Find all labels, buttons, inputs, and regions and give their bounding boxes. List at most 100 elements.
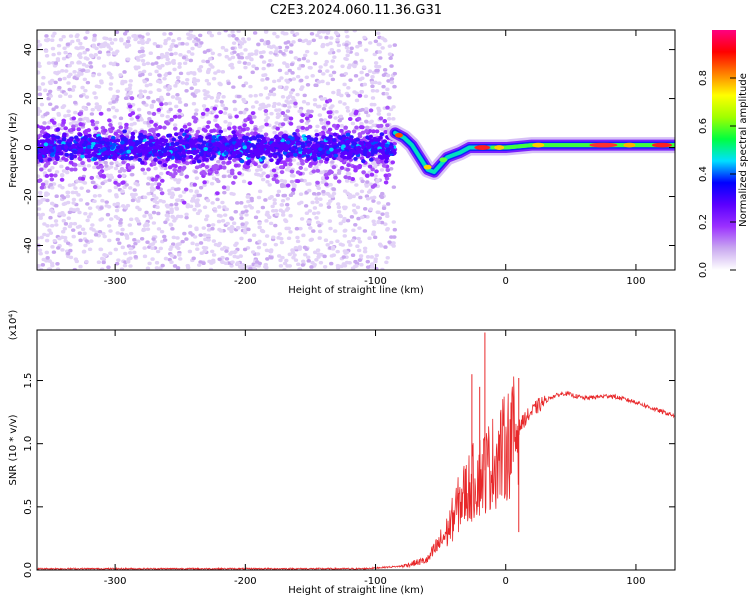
band-speckle (235, 149, 240, 154)
noise-speckle (80, 45, 85, 50)
band-speckle (91, 151, 97, 156)
noise-speckle (299, 200, 304, 205)
band-speckle (159, 137, 164, 142)
noise-speckle (54, 223, 59, 227)
noise-speckle (370, 167, 375, 172)
noise-speckle (389, 77, 395, 81)
noise-speckle (240, 222, 245, 227)
noise-speckle (178, 53, 183, 57)
noise-speckle (286, 236, 292, 241)
noise-speckle (276, 102, 282, 106)
noise-speckle (164, 51, 170, 56)
noise-speckle (255, 252, 261, 256)
noise-speckle (356, 116, 362, 121)
noise-speckle (224, 48, 229, 52)
noise-speckle (252, 115, 257, 119)
noise-speckle (237, 265, 243, 269)
snr-xtick-label: -300 (104, 576, 127, 587)
band-speckle (239, 159, 245, 164)
noise-speckle (359, 215, 365, 220)
noise-speckle (177, 108, 182, 113)
noise-speckle (66, 216, 72, 221)
noise-speckle (223, 261, 229, 266)
band-speckle (133, 146, 138, 151)
band-speckle (347, 151, 353, 156)
noise-speckle (122, 70, 127, 74)
noise-speckle (157, 73, 162, 77)
noise-speckle (265, 40, 271, 44)
band-speckle (160, 142, 166, 147)
band-speckle (144, 141, 150, 146)
noise-speckle (66, 251, 71, 256)
band-speckle (73, 135, 79, 140)
noise-speckle (66, 200, 71, 205)
noise-speckle (347, 172, 352, 176)
noise-speckle (211, 253, 217, 257)
noise-speckle (268, 51, 274, 55)
noise-speckle (206, 238, 211, 242)
band-speckle (140, 160, 145, 165)
band-speckle (98, 143, 103, 148)
noise-speckle (381, 91, 386, 96)
noise-speckle (288, 230, 293, 234)
noise-speckle (134, 66, 139, 71)
noise-speckle (49, 78, 55, 83)
noise-speckle (364, 110, 369, 115)
noise-speckle (169, 253, 175, 258)
noise-speckle (299, 178, 304, 183)
noise-speckle (73, 257, 79, 261)
noise-speckle (380, 46, 385, 50)
noise-speckle (214, 165, 219, 170)
noise-speckle (274, 212, 280, 217)
noise-speckle (109, 217, 114, 221)
spectrogram-xlabel: Height of straight line (km) (288, 285, 424, 296)
noise-speckle (359, 58, 364, 63)
noise-speckle (92, 165, 97, 170)
noise-speckle (67, 54, 72, 58)
noise-speckle (44, 38, 50, 43)
noise-speckle (365, 180, 370, 184)
noise-speckle (97, 193, 102, 198)
band-speckle (149, 135, 154, 140)
noise-speckle (37, 64, 42, 69)
noise-speckle (202, 171, 208, 176)
noise-speckle (325, 81, 331, 86)
noise-speckle (46, 61, 52, 65)
noise-speckle (96, 72, 102, 77)
noise-speckle (315, 124, 320, 129)
noise-speckle (380, 36, 385, 40)
noise-speckle (378, 116, 384, 121)
noise-speckle (274, 108, 279, 112)
noise-speckle (126, 36, 132, 40)
noise-speckle (165, 114, 170, 119)
band-speckle (347, 155, 352, 160)
noise-speckle (93, 161, 99, 166)
noise-speckle (312, 206, 318, 210)
noise-speckle (37, 248, 43, 253)
noise-speckle (86, 102, 91, 106)
noise-speckle (89, 175, 95, 180)
noise-speckle (176, 246, 181, 250)
band-speckle (373, 137, 379, 142)
noise-speckle (300, 64, 306, 68)
noise-speckle (263, 262, 269, 267)
noise-speckle (120, 81, 125, 86)
noise-speckle (135, 219, 141, 223)
noise-speckle (39, 129, 45, 134)
amplitude-peak (394, 132, 403, 138)
noise-speckle (199, 41, 204, 45)
noise-speckle (102, 128, 108, 133)
noise-speckle (146, 167, 151, 172)
noise-speckle (321, 106, 327, 111)
noise-speckle (263, 108, 269, 113)
noise-speckle (112, 94, 117, 99)
noise-speckle (328, 226, 333, 231)
band-speckle (72, 150, 78, 155)
noise-speckle (44, 180, 49, 184)
noise-speckle (243, 204, 248, 209)
noise-speckle (86, 119, 91, 123)
noise-speckle (177, 178, 182, 182)
noise-speckle (202, 183, 207, 187)
noise-speckle (157, 88, 162, 93)
